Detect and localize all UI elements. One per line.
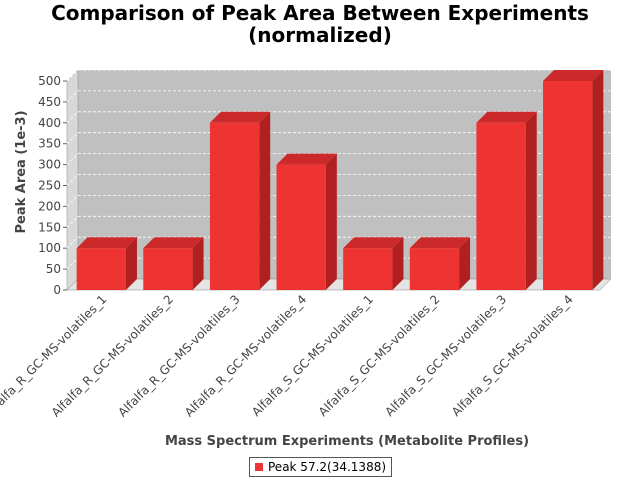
y-axis-ticks: 0 50 100 150 200 250 300 350 400 450 500 [38,74,67,297]
bar-side [192,237,204,290]
bar-top [543,70,604,81]
y-tick-label: 500 [38,74,61,88]
bar-front [76,248,126,290]
y-tick-label: 100 [38,241,61,255]
gridline-wall [66,69,79,82]
bar-top [343,237,404,249]
bar [409,237,471,290]
gridline-wall [66,195,79,207]
legend-label: Peak 57.2(34.1388) [268,460,387,474]
gridline-wall [66,236,79,249]
gridline-wall [66,111,79,124]
bar-front [276,164,326,290]
bar-side [125,237,137,290]
bar-side [525,111,537,290]
y-tick-label: 300 [38,158,61,172]
bar-side [392,237,404,290]
y-tick-label: 150 [38,220,61,234]
bar-front [476,122,526,290]
bar-top [143,237,204,249]
chart-title-line-2: (normalized) [248,23,392,47]
y-tick-label: 50 [46,262,61,276]
x-tick-label: Alfalfa_S_GC-MS-volatiles_1 [249,292,376,419]
y-tick-label: 0 [53,283,61,297]
bar [276,153,337,290]
bar-side [592,70,604,290]
bar-side [259,111,271,290]
y-axis-title: Peak Area (1e-3) [14,110,29,233]
bar [476,111,537,290]
x-tick-label: Alfalfa_S_GC-MS-volatiles_4 [449,292,576,419]
gridline-wall [66,174,79,186]
bar-top [476,111,537,123]
y-tick-label: 450 [38,95,61,109]
bar-front [209,122,260,290]
chart-title: Comparison of Peak Area Between Experime… [0,2,640,46]
bar [543,70,604,290]
y-tick-label: 400 [38,116,61,130]
x-tick-label: Alfalfa_S_GC-MS-volatiles_3 [382,292,509,419]
legend-swatch [255,463,263,471]
chart-title-line-1: Comparison of Peak Area Between Experime… [51,1,589,25]
bar-front [543,81,593,290]
gridline-wall [66,153,79,165]
y-tick-label: 350 [38,137,61,151]
gridline-wall [66,257,79,270]
x-tick-label: Alfalfa_R_GC-MS-volatiles_3 [115,292,242,419]
y-tick-label: 250 [38,179,61,193]
x-tick-label: Alfalfa_R_GC-MS-volatiles_4 [182,292,309,419]
bar-top [209,111,271,123]
gridline-wall [66,132,79,144]
x-tick-label: Alfalfa_S_GC-MS-volatiles_2 [316,292,443,419]
x-axis-title: Mass Spectrum Experiments (Metabolite Pr… [165,434,529,449]
bar [209,111,271,290]
bar-front [143,248,193,290]
bar-front [343,248,393,290]
bar [76,237,137,290]
bar [343,237,404,290]
x-tick-label: Alfalfa_R_GC-MS-volatiles_1 [0,292,109,419]
legend: Peak 57.2(34.1388) [249,457,393,477]
bar-top [76,237,137,249]
bar-side [325,153,337,290]
gridline-wall [66,90,79,103]
bar-front [409,248,460,290]
bar-side [459,237,471,290]
x-tick-label: Alfalfa_R_GC-MS-volatiles_2 [49,292,176,419]
gridline-wall [66,216,79,228]
bars [76,70,604,290]
y-tick-label: 200 [38,199,61,213]
bar-top [409,237,471,249]
bar-top [276,153,337,165]
x-axis-tick-labels: Alfalfa_R_GC-MS-volatiles_1Alfalfa_R_GC-… [0,292,576,419]
bar [143,237,204,290]
